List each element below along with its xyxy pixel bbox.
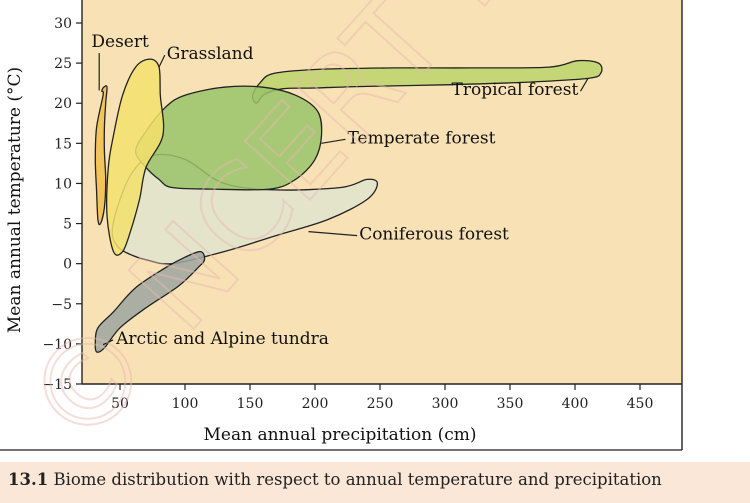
x-tick-label: 450 <box>627 396 654 412</box>
region-grassland <box>106 58 165 256</box>
x-tick-label: 350 <box>497 396 524 412</box>
y-tick-label: 10 <box>54 176 72 192</box>
y-tick-label: −15 <box>42 377 72 393</box>
y-tick-label: 0 <box>63 257 72 273</box>
leader-temperate-forest <box>321 138 346 144</box>
y-tick-label: 25 <box>54 56 72 72</box>
y-tick-label: −5 <box>51 297 72 313</box>
label-leaders <box>98 53 589 346</box>
region-temperate-forest <box>134 85 323 191</box>
leader-arctic-and-alpine-tundra <box>102 339 114 346</box>
caption-text: Biome distribution with respect to annua… <box>53 470 662 489</box>
y-axis-title: Mean annual temperature (°C) <box>5 67 25 333</box>
y-tick-label: 30 <box>54 16 72 32</box>
x-tick-label: 200 <box>302 396 329 412</box>
label-tropical-forest: Tropical forest <box>452 80 579 100</box>
region-arctic-and-alpine-tundra <box>94 250 206 353</box>
y-tick-label: 5 <box>63 217 72 233</box>
region-tropical-forest <box>251 59 603 104</box>
x-tick-label: 100 <box>172 396 199 412</box>
biome-labels: Tropical forest Coniferous forest Temperat… <box>91 32 578 349</box>
y-tick-label: 20 <box>54 96 72 112</box>
leader-grassland <box>158 54 166 68</box>
caption-number: 13.1 <box>8 470 49 489</box>
x-tick-label: 400 <box>562 396 589 412</box>
label-coniferous-forest: Coniferous forest <box>359 225 509 245</box>
label-desert: Desert <box>91 32 149 52</box>
y-tick-label: 15 <box>54 136 72 152</box>
label-arctic-and-alpine-tundra: Arctic and Alpine tundra <box>115 329 329 349</box>
x-tick-label: 300 <box>432 396 459 412</box>
x-tick-label: 250 <box>367 396 394 412</box>
caption-bar <box>0 462 750 503</box>
x-tick-label: 50 <box>111 396 129 412</box>
plot-right-margin <box>682 0 750 450</box>
label-temperate-forest: Temperate forest <box>348 128 496 148</box>
x-tick-label: 150 <box>237 396 264 412</box>
x-axis-title: Mean annual precipitation (cm) <box>204 425 477 445</box>
figure-caption: 13.1 Biome distribution with respect to … <box>8 470 662 489</box>
leader-tropical-forest <box>579 78 589 92</box>
leader-coniferous-forest <box>308 231 358 237</box>
y-tick-label: −10 <box>42 337 72 353</box>
label-grassland: Grassland <box>167 44 254 64</box>
region-desert <box>94 85 108 226</box>
biome-regions <box>94 58 603 353</box>
axes <box>0 0 683 451</box>
